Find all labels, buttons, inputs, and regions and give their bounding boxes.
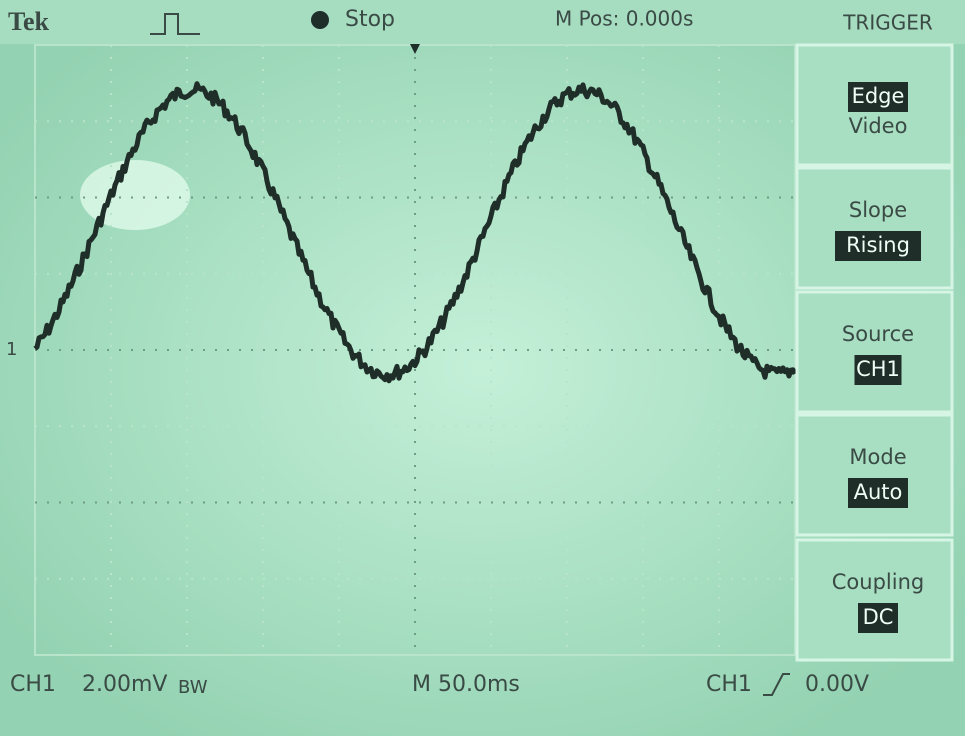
run-status: Stop xyxy=(345,7,395,32)
menu-option: DC xyxy=(863,605,894,629)
menu-box xyxy=(795,43,954,167)
menu-label: Slope xyxy=(849,198,907,222)
menu-highlight xyxy=(835,231,921,261)
trigger-position-marker xyxy=(410,44,420,54)
glare xyxy=(80,160,190,230)
slope-icon xyxy=(763,673,790,696)
horizontal-position: M Pos: 0.000s xyxy=(555,7,693,31)
menu-highlight xyxy=(858,603,898,633)
menu-box xyxy=(795,290,954,414)
trigger-channel: CH1 xyxy=(706,672,752,697)
menu-highlight xyxy=(848,478,908,508)
menu-option: Auto xyxy=(854,480,903,504)
menu-label: Mode xyxy=(849,445,906,469)
menu-box xyxy=(795,166,954,290)
menu-label: Source xyxy=(842,322,914,346)
timebase: M 50.0ms xyxy=(412,672,520,697)
channel-marker: 1 xyxy=(6,339,17,360)
menu-box xyxy=(795,413,954,537)
brand: Tek xyxy=(8,7,49,36)
menu-option: Video xyxy=(849,114,908,138)
menu-title: TRIGGER xyxy=(842,11,933,35)
menu-label: Edge xyxy=(852,84,905,108)
menu-label: Coupling xyxy=(832,570,924,594)
trigger-level: 0.00V xyxy=(805,672,869,697)
footer-channel: CH1 xyxy=(10,672,56,697)
header-bar xyxy=(0,0,965,44)
vertical-scale: 2.00mV xyxy=(82,672,167,697)
menu-highlight xyxy=(848,82,908,112)
acquire-icon xyxy=(150,13,200,35)
menu-box xyxy=(795,538,954,662)
bandwidth-limit: BW xyxy=(178,677,208,698)
menu-option: CH1 xyxy=(856,357,900,381)
waveform xyxy=(33,81,798,384)
status-dot xyxy=(311,11,329,29)
menu-highlight xyxy=(854,355,902,385)
trigger-menu: Edge Video Slope Rising Source CH1 Mode Auto Cou… xyxy=(795,43,954,662)
menu-option: Rising xyxy=(846,233,910,257)
